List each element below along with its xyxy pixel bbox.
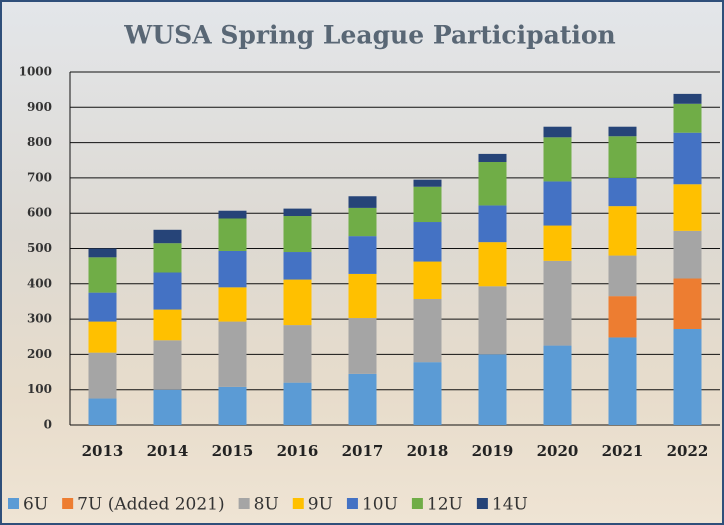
y-tick-label: 1000 <box>19 65 52 79</box>
bar-segment <box>544 137 572 181</box>
bar-segment <box>609 256 637 297</box>
y-tick-label: 900 <box>27 100 52 114</box>
chart: WUSA Spring League Participation 0 100 200… <box>0 0 724 525</box>
y-tick-label: 300 <box>27 312 52 326</box>
legend-label: 12U <box>427 495 463 515</box>
bar-segment <box>284 383 312 425</box>
bar-segment <box>674 329 702 425</box>
y-tick-label: 500 <box>27 241 52 255</box>
legend-label: 7U (Added 2021) <box>77 495 224 515</box>
bar-segment <box>154 310 182 341</box>
bar-segment <box>89 353 117 399</box>
y-tick-label: 700 <box>27 170 52 184</box>
bar-segment <box>284 252 312 280</box>
x-tick-label: 2015 <box>212 442 254 460</box>
x-tick-label: 2014 <box>147 442 189 460</box>
y-tick-label: 800 <box>27 135 52 149</box>
y-tick-label: 400 <box>27 276 52 290</box>
legend-label: 14U <box>492 495 528 515</box>
bar-segment <box>349 236 377 274</box>
bar-segment <box>349 274 377 318</box>
bar-segment <box>479 154 507 162</box>
x-tick-label: 2018 <box>407 442 449 460</box>
x-tick-label: 2017 <box>342 442 384 460</box>
legend-label: 10U <box>362 495 398 515</box>
bar-segment <box>89 257 117 292</box>
y-tick-label: 0 <box>44 418 52 432</box>
bar-segment <box>349 208 377 236</box>
bar-segment <box>414 362 442 425</box>
legend-swatch <box>62 498 73 509</box>
x-tick-label: 2013 <box>82 442 124 460</box>
legend-swatch <box>477 498 488 509</box>
chart-title: WUSA Spring League Participation <box>123 21 615 50</box>
bar-segment <box>544 346 572 425</box>
legend-swatch <box>239 498 250 509</box>
bar-segment <box>154 340 182 389</box>
bar-segment <box>414 180 442 187</box>
bar-segment <box>284 209 312 216</box>
bar-segment <box>219 218 247 250</box>
legend-label: 8U <box>254 495 279 515</box>
bar-segment <box>349 374 377 425</box>
x-tick-label: 2020 <box>537 442 579 460</box>
legend-swatch <box>347 498 358 509</box>
bar-segment <box>284 216 312 252</box>
bar-segment <box>414 299 442 362</box>
bar-segment <box>544 127 572 138</box>
bar-segment <box>154 390 182 425</box>
bar-segment <box>349 318 377 374</box>
bar-segment <box>674 94 702 104</box>
bar-segment <box>414 262 442 299</box>
x-tick-label: 2016 <box>277 442 319 460</box>
bar-segment <box>479 354 507 425</box>
bar-segment <box>219 287 247 321</box>
bar-segment <box>609 296 637 337</box>
bar-segment <box>349 196 377 208</box>
bar-segment <box>284 325 312 383</box>
bar-segment <box>284 280 312 326</box>
bar-segment <box>674 133 702 185</box>
bar-segment <box>219 322 247 387</box>
x-tick-label: 2022 <box>667 442 709 460</box>
bar-segment <box>414 222 442 262</box>
bar-segment <box>89 322 117 353</box>
bar-segment <box>479 205 507 242</box>
bar-segment <box>674 279 702 329</box>
bar-segment <box>219 387 247 425</box>
bar-segment <box>674 231 702 279</box>
bar-segment <box>89 399 117 425</box>
bar-segment <box>609 337 637 425</box>
bar-segment <box>89 249 117 258</box>
x-tick-label: 2021 <box>602 442 644 460</box>
legend-swatch <box>293 498 304 509</box>
bar-segment <box>479 286 507 354</box>
bar-segment <box>479 162 507 205</box>
bar-segment <box>89 293 117 322</box>
legend-label: 6U <box>23 495 48 515</box>
bar-segment <box>479 242 507 286</box>
bar-segment <box>609 136 637 178</box>
bar-segment <box>544 226 572 261</box>
y-tick-label: 600 <box>27 206 52 220</box>
bar-segment <box>544 181 572 225</box>
bar-segment <box>154 273 182 310</box>
bar-segment <box>219 211 247 219</box>
bar-segment <box>414 187 442 222</box>
y-tick-label: 100 <box>27 382 52 396</box>
bar-segment <box>544 261 572 346</box>
legend-swatch <box>412 498 423 509</box>
bar-segment <box>674 184 702 231</box>
legend-label: 9U <box>308 495 333 515</box>
x-tick-label: 2019 <box>472 442 514 460</box>
bar-segment <box>609 206 637 255</box>
bar-segment <box>609 127 637 137</box>
bar-segment <box>674 104 702 133</box>
bar-segment <box>219 251 247 287</box>
bar-segment <box>609 178 637 206</box>
legend-swatch <box>8 498 19 509</box>
y-tick-label: 200 <box>27 347 52 361</box>
bar-segment <box>154 243 182 272</box>
bar-segment <box>154 230 182 243</box>
